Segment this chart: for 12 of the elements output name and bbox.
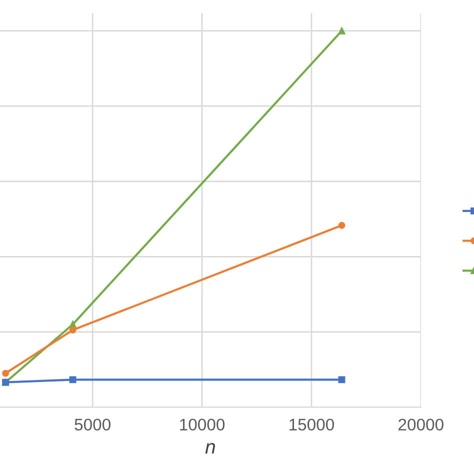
point xyxy=(2,370,10,377)
point xyxy=(338,376,346,384)
x-tick-label: 20000 xyxy=(398,418,444,431)
point xyxy=(69,376,76,384)
x-tick-label: 15000 xyxy=(290,418,334,431)
x-axis-title: n xyxy=(205,443,215,454)
x-tick-label: 10000 xyxy=(180,418,225,431)
x-tick-label: 5000 xyxy=(74,418,110,431)
point xyxy=(69,326,76,334)
point xyxy=(338,27,346,34)
point xyxy=(338,222,346,229)
point xyxy=(69,320,76,328)
